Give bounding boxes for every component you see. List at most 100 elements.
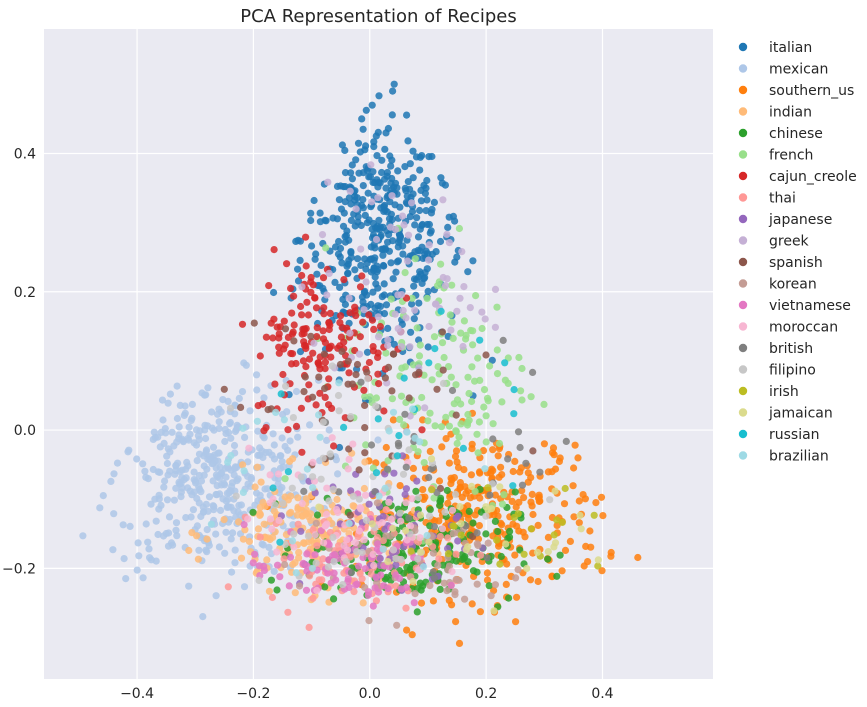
data-point — [163, 459, 171, 468]
data-point — [406, 565, 414, 573]
data-point — [372, 402, 380, 410]
y-tick-label: 0.4 — [14, 146, 36, 162]
data-point — [466, 304, 474, 312]
data-point — [493, 370, 502, 378]
data-point — [414, 555, 422, 563]
data-point — [249, 559, 257, 567]
data-point — [410, 599, 418, 607]
data-point — [428, 205, 436, 213]
data-point — [445, 239, 453, 247]
data-point — [490, 607, 498, 615]
data-point — [405, 514, 413, 522]
data-point — [451, 591, 459, 599]
data-point — [315, 503, 323, 511]
data-point — [453, 253, 461, 261]
data-point — [260, 394, 268, 402]
data-point — [226, 418, 234, 427]
data-point — [409, 464, 417, 472]
data-point — [502, 540, 510, 548]
data-point — [456, 503, 464, 511]
data-point — [355, 466, 363, 474]
data-point — [544, 555, 552, 563]
data-point — [445, 213, 453, 221]
data-point — [485, 582, 493, 590]
data-point — [386, 152, 394, 160]
data-point — [472, 292, 480, 300]
data-point — [529, 368, 537, 376]
data-point — [346, 511, 354, 519]
data-point — [256, 510, 264, 518]
data-point — [417, 599, 426, 607]
data-point — [394, 257, 402, 265]
data-point — [374, 313, 382, 321]
data-point — [184, 484, 192, 492]
data-point — [487, 592, 495, 600]
data-point — [416, 534, 424, 542]
data-point — [462, 335, 470, 343]
data-point — [256, 533, 264, 541]
data-point — [309, 594, 317, 602]
data-point — [336, 244, 345, 252]
data-point — [574, 454, 582, 462]
data-point — [440, 579, 448, 587]
data-point — [374, 370, 382, 378]
data-point — [464, 373, 472, 381]
data-point — [359, 196, 367, 204]
data-point — [222, 528, 230, 536]
data-point — [335, 407, 343, 415]
data-point — [159, 532, 168, 540]
series-irish — [407, 484, 602, 570]
data-point — [145, 545, 153, 553]
data-point — [401, 410, 409, 418]
data-point — [385, 498, 393, 506]
data-point — [359, 169, 367, 177]
data-point — [374, 540, 382, 548]
data-point — [340, 338, 348, 346]
data-point — [345, 445, 353, 453]
data-point — [527, 525, 535, 533]
data-point — [351, 222, 359, 230]
data-point — [475, 418, 483, 426]
data-point — [358, 548, 366, 557]
data-point — [456, 294, 464, 302]
data-point — [397, 328, 405, 336]
data-point — [239, 535, 247, 543]
data-point — [423, 294, 431, 302]
data-point — [374, 415, 382, 423]
data-point — [321, 358, 329, 366]
legend-label: korean — [769, 277, 817, 293]
data-point — [294, 277, 303, 285]
data-point — [398, 452, 407, 460]
legend-label: southern_us — [769, 83, 854, 99]
data-point — [226, 515, 234, 524]
data-point — [254, 525, 262, 533]
data-point — [399, 250, 407, 258]
data-point — [417, 186, 425, 194]
data-point — [253, 386, 261, 394]
data-point — [175, 423, 183, 431]
data-point — [320, 304, 328, 312]
data-point — [406, 160, 414, 168]
data-point — [475, 522, 483, 530]
data-point — [188, 529, 196, 537]
data-point — [126, 522, 134, 531]
data-point — [518, 396, 526, 404]
data-point — [356, 570, 364, 578]
data-point — [371, 488, 379, 496]
data-point — [452, 575, 460, 584]
data-point — [345, 369, 353, 377]
data-point — [275, 349, 283, 357]
data-point — [469, 519, 477, 527]
data-point — [274, 470, 283, 478]
data-point — [280, 317, 288, 325]
data-point — [358, 115, 366, 123]
data-point — [482, 438, 490, 446]
data-point — [423, 531, 431, 540]
data-point — [402, 499, 410, 507]
data-point — [597, 493, 606, 501]
data-point — [424, 250, 432, 258]
data-point — [208, 408, 216, 416]
data-point — [394, 439, 402, 447]
data-point — [289, 521, 297, 529]
data-point — [307, 209, 315, 217]
